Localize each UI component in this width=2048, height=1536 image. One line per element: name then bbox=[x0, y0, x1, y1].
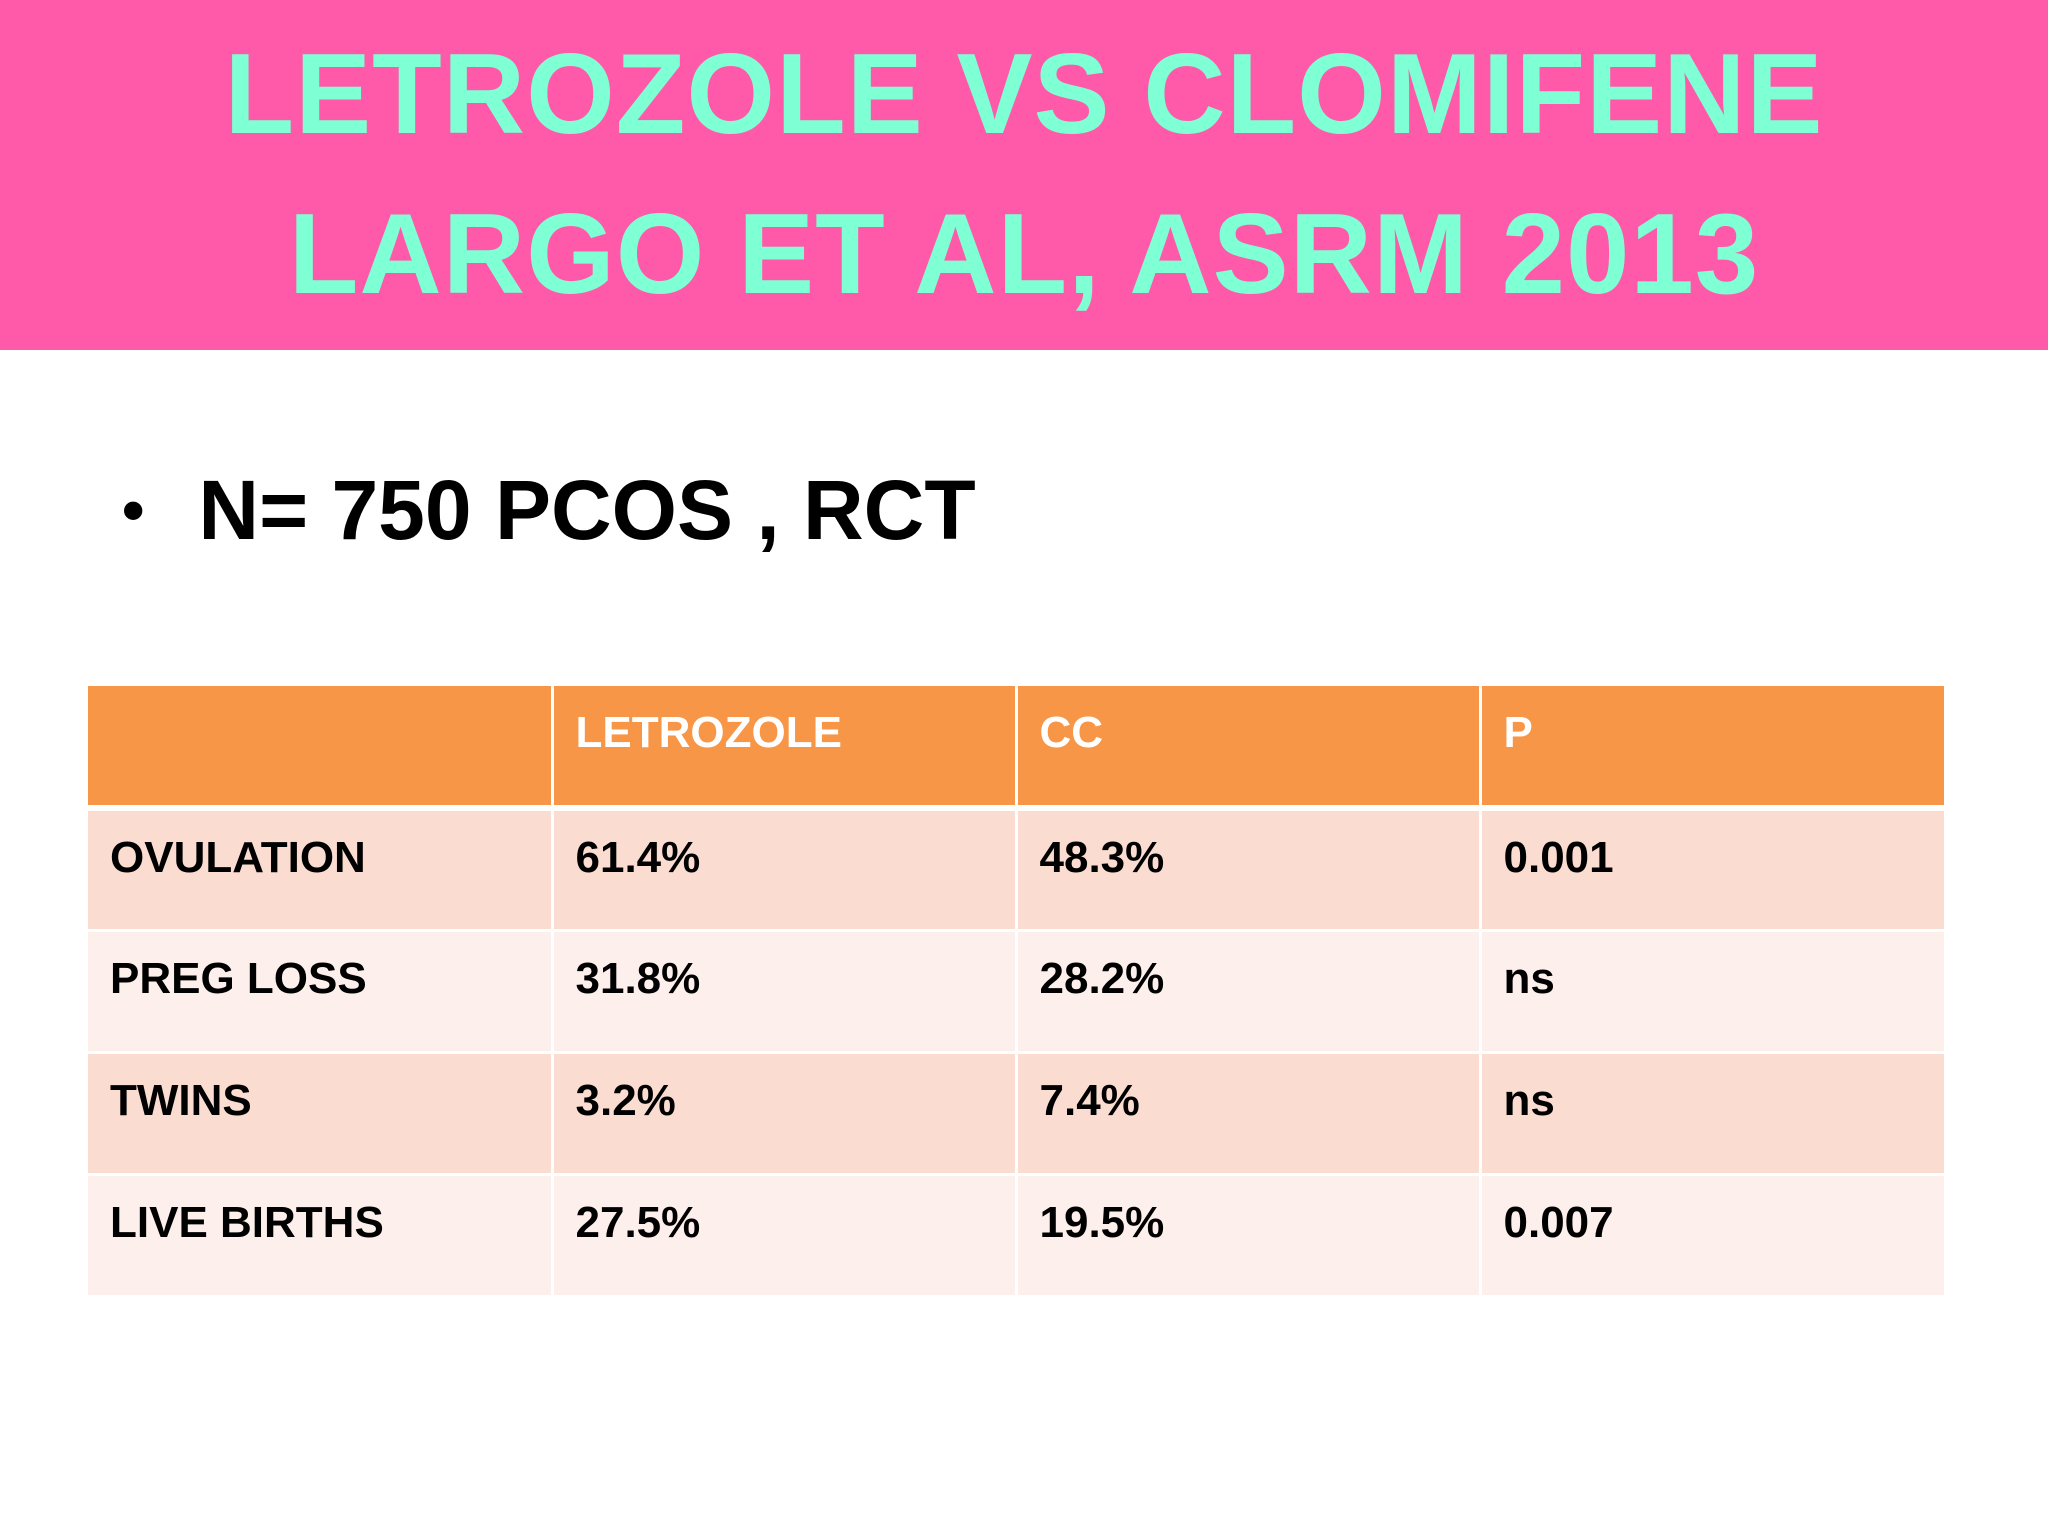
slide-title-line-2: LARGO ET AL, ASRM 2013 bbox=[288, 191, 1760, 318]
letrozole-value: 27.5% bbox=[552, 1174, 1018, 1298]
header-cell-p: P bbox=[1480, 686, 1944, 811]
letrozole-value: 3.2% bbox=[552, 1052, 1018, 1176]
letrozole-value: 61.4% bbox=[552, 808, 1018, 932]
p-value: ns bbox=[1480, 930, 1944, 1054]
header-cell-empty bbox=[88, 686, 554, 811]
letrozole-value: 31.8% bbox=[552, 930, 1018, 1054]
cc-value: 28.2% bbox=[1016, 930, 1482, 1054]
row-label: TWINS bbox=[88, 1052, 554, 1176]
bullet-item: • N= 750 PCOS , RCT bbox=[122, 455, 976, 565]
table-row: PREG LOSS 31.8% 28.2% ns bbox=[88, 930, 1944, 1054]
cc-value: 19.5% bbox=[1016, 1174, 1482, 1298]
p-value: 0.007 bbox=[1480, 1174, 1944, 1298]
table-row: OVULATION 61.4% 48.3% 0.001 bbox=[88, 808, 1944, 932]
row-label: PREG LOSS bbox=[88, 930, 554, 1054]
table-header-row: LETROZOLE CC P bbox=[88, 686, 1944, 811]
bullet-icon: • bbox=[122, 474, 145, 546]
p-value: ns bbox=[1480, 1052, 1944, 1176]
results-table: LETROZOLE CC P OVULATION 61.4% 48.3% 0.0… bbox=[88, 686, 1944, 1298]
cc-value: 48.3% bbox=[1016, 808, 1482, 932]
table-row: TWINS 3.2% 7.4% ns bbox=[88, 1052, 1944, 1176]
table-row: LIVE BIRTHS 27.5% 19.5% 0.007 bbox=[88, 1174, 1944, 1298]
slide-title-line-1: LETROZOLE VS CLOMIFENE bbox=[224, 31, 1824, 158]
title-banner: LETROZOLE VS CLOMIFENE LARGO ET AL, ASRM… bbox=[0, 0, 2048, 350]
bullet-text: N= 750 PCOS , RCT bbox=[198, 462, 976, 557]
cc-value: 7.4% bbox=[1016, 1052, 1482, 1176]
p-value: 0.001 bbox=[1480, 808, 1944, 932]
header-cell-cc: CC bbox=[1016, 686, 1482, 811]
header-cell-letrozole: LETROZOLE bbox=[552, 686, 1018, 811]
row-label: LIVE BIRTHS bbox=[88, 1174, 554, 1298]
row-label: OVULATION bbox=[88, 808, 554, 932]
